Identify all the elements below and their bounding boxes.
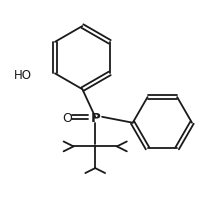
Text: HO: HO <box>14 69 32 82</box>
Text: P: P <box>90 112 100 125</box>
Text: O: O <box>63 112 73 125</box>
